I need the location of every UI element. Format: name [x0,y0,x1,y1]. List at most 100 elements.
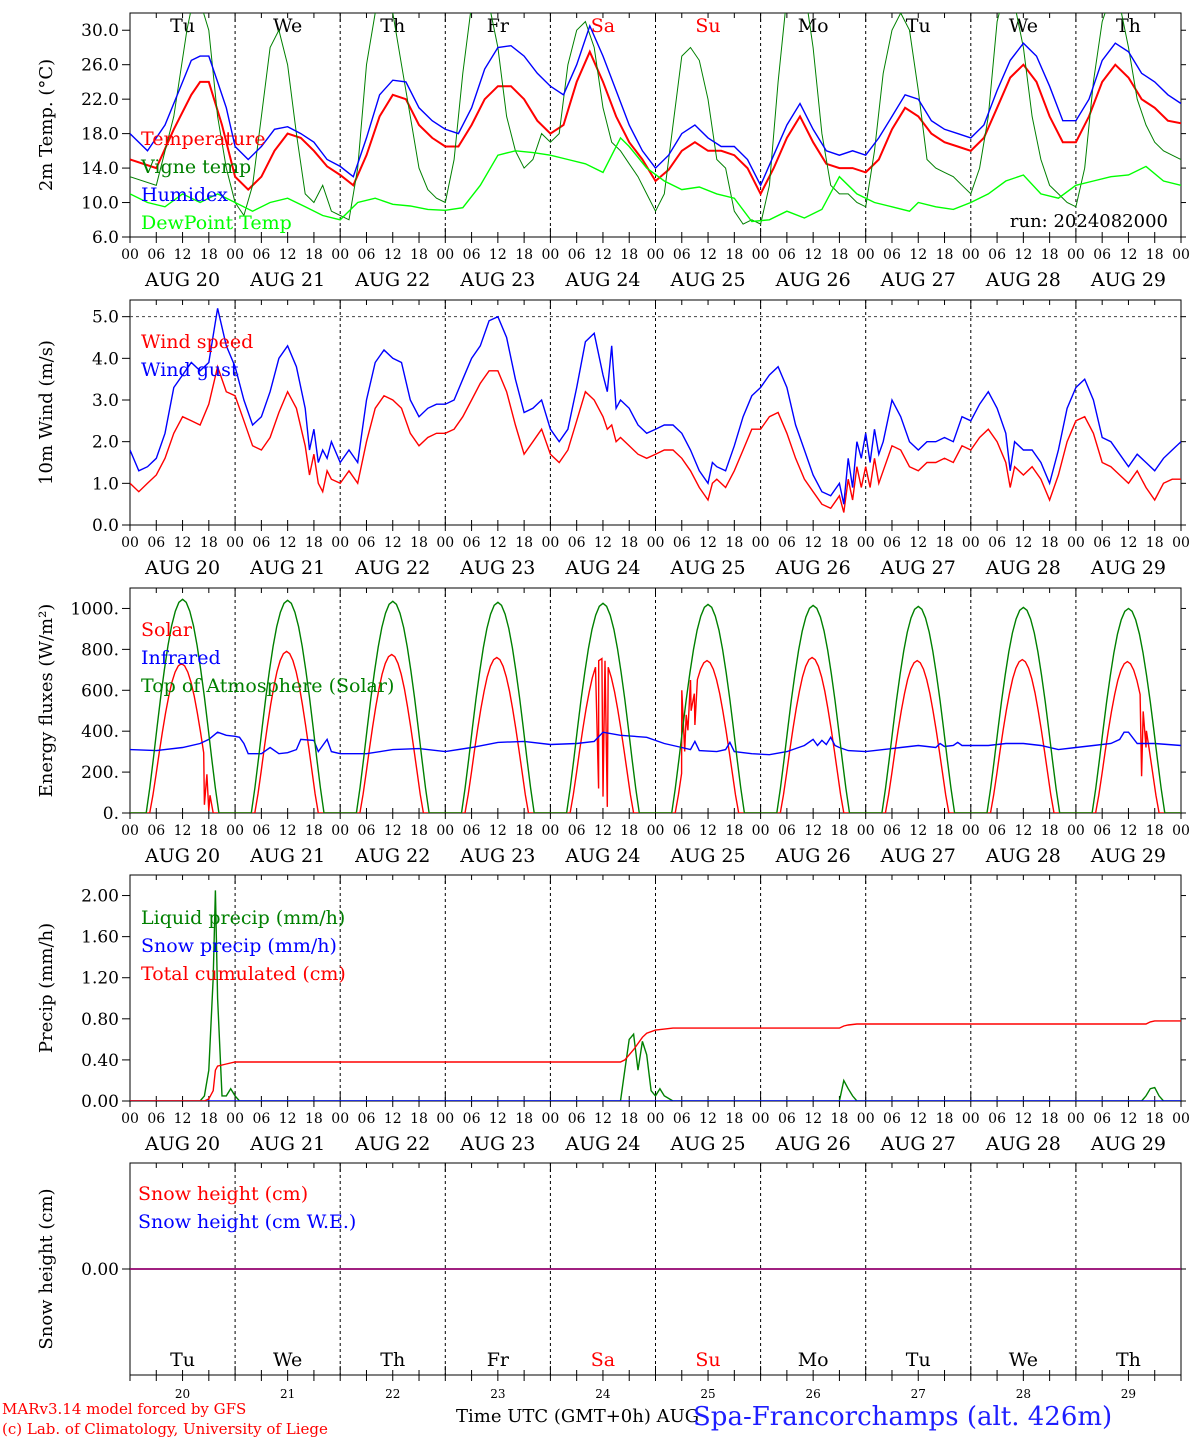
x-hour-label: 00 [752,823,770,839]
x-date-label: AUG 24 [564,557,640,579]
day-number-label: 29 [1121,1387,1136,1401]
x-date-label: AUG 21 [249,269,325,291]
x-hour-label: 00 [436,535,454,551]
x-hour-label: 12 [699,535,717,551]
x-hour-label: 06 [252,535,270,551]
x-date-label: AUG 25 [669,1133,745,1155]
x-hour-label: 00 [226,247,244,263]
x-hour-label: 12 [489,247,507,263]
panel-temp: 6.0 10.0 14.0 18.0 22.0 26.0 30.0 2m Temp. (°C)… [36,12,1190,291]
run-label: run: 2024082000 [1010,211,1168,232]
x-hour-label: 06 [883,535,901,551]
x-hour-label: 06 [252,823,270,839]
x-hour-label: 06 [1093,823,1111,839]
x-date-label: AUG 20 [144,845,220,867]
x-date-label: AUG 23 [459,1133,535,1155]
x-hour-label: 00 [436,1111,454,1127]
y-axis-label: 10m Wind (m/s) [36,340,57,485]
x-hour-label: 06 [1093,535,1111,551]
x-hour-label: 00 [647,247,665,263]
x-hour-label: 06 [568,1111,586,1127]
x-hour-label: 06 [568,247,586,263]
x-hour-label: 00 [541,1111,559,1127]
x-date-label: AUG 26 [775,557,851,579]
x-hour-label: 12 [594,823,612,839]
x-date-label: AUG 23 [459,557,535,579]
x-date-label: AUG 28 [985,845,1061,867]
x-hour-label: 18 [725,535,743,551]
x-hour-label: 00 [1172,535,1190,551]
x-date-label: AUG 20 [144,269,220,291]
x-hour-label: 06 [778,247,796,263]
x-hour-label: 12 [699,247,717,263]
x-hour-label: 12 [804,247,822,263]
x-hour-label: 06 [463,1111,481,1127]
x-hour-label: 18 [200,535,218,551]
x-hour-label: 18 [725,247,743,263]
weekday-label: Su [695,15,720,37]
x-date-label: AUG 28 [985,557,1061,579]
legend-entry: Snow height (cm W.E.) [138,1211,356,1233]
x-hour-label: 12 [1120,1111,1138,1127]
x-hour-label: 18 [515,1111,533,1127]
x-hour-label: 00 [331,535,349,551]
x-hour-label: 12 [384,535,402,551]
y-axis-label: Energy fluxes (W/m²) [36,604,57,798]
y-tick-label: 0.80 [81,1010,119,1030]
x-hour-label: 06 [988,247,1006,263]
x-date-label: AUG 23 [459,269,535,291]
y-axis-label: Snow height (cm) [36,1188,57,1349]
y-tick-label: 0.0 [92,516,119,536]
x-hour-label: 18 [410,1111,428,1127]
weekday-label: Tu [170,1349,195,1371]
x-hour-label: 12 [909,535,927,551]
x-hour-label: 18 [831,247,849,263]
x-hour-label: 12 [174,247,192,263]
x-date-label: AUG 27 [880,557,956,579]
legend-entry: Snow precip (mm/h) [141,935,337,957]
weekday-label: Sa [591,1349,615,1371]
x-date-label: AUG 21 [249,1133,325,1155]
x-hour-label: 00 [752,1111,770,1127]
x-date-label: AUG 26 [775,1133,851,1155]
x-hour-label: 18 [1041,823,1059,839]
x-hour-label: 06 [358,1111,376,1127]
y-tick-label: 10.0 [81,194,119,214]
x-hour-label: 18 [515,823,533,839]
x-hour-label: 18 [620,535,638,551]
x-hour-label: 00 [436,823,454,839]
y-tick-label: 600. [81,681,119,701]
x-hour-label: 12 [384,823,402,839]
x-hour-label: 00 [541,247,559,263]
x-hour-label: 00 [541,823,559,839]
weekday-label: Sa [591,15,615,37]
x-hour-label: 06 [252,247,270,263]
x-date-label: AUG 24 [564,269,640,291]
x-date-label: AUG 21 [249,557,325,579]
x-hour-label: 06 [252,1111,270,1127]
x-hour-label: 00 [962,535,980,551]
x-hour-label: 00 [857,247,875,263]
x-hour-label: 18 [305,247,323,263]
x-hour-label: 06 [988,535,1006,551]
y-tick-label: 0. [103,804,119,824]
x-hour-label: 18 [1146,247,1164,263]
x-hour-label: 06 [147,1111,165,1127]
x-date-label: AUG 20 [144,1133,220,1155]
y-tick-label: 1.60 [81,928,119,948]
x-hour-label: 12 [699,823,717,839]
y-tick-label: 22.0 [81,90,119,110]
series-line-dewpoint-temp [130,136,1181,223]
x-hour-label: 12 [1014,823,1032,839]
y-tick-label: 200. [81,763,119,783]
x-hour-label: 00 [647,823,665,839]
weekday-label: We [273,15,302,37]
x-hour-label: 06 [147,247,165,263]
x-date-label: AUG 22 [354,557,430,579]
x-hour-label: 12 [909,823,927,839]
x-date-label: AUG 26 [775,269,851,291]
x-hour-label: 00 [331,247,349,263]
weekday-label: Mo [798,1349,829,1371]
panel-energy: 0. 200. 400. 600. 800. 1000. Energy fluxes (W/… [36,587,1190,867]
panel-frame [129,587,1182,814]
